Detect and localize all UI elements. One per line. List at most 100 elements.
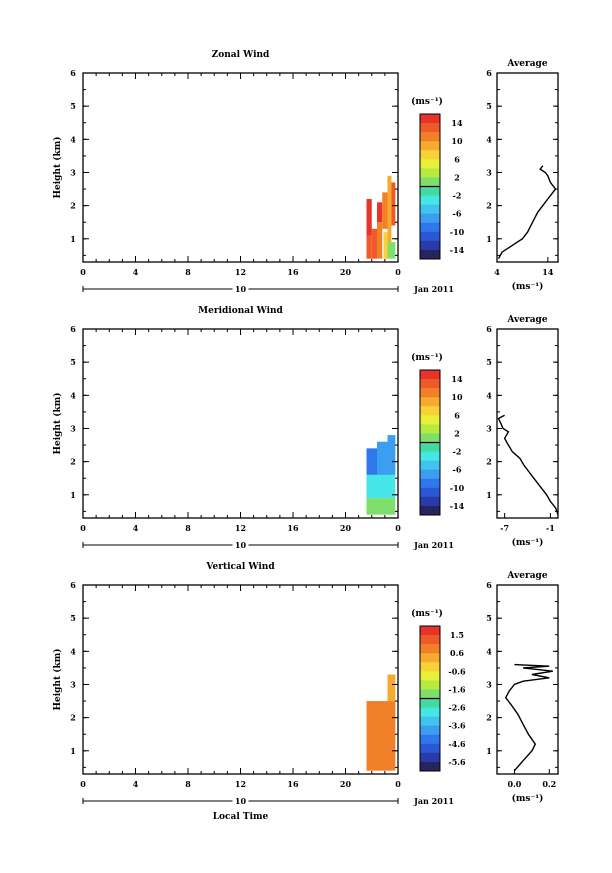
- colorbar-tick-label: -6: [453, 209, 462, 219]
- colorbar-segment: [420, 707, 440, 718]
- data-cell-1: [377, 441, 388, 479]
- colorbar-segment: [420, 451, 440, 462]
- avg-x-tick-label: -7: [500, 523, 509, 533]
- colorbar-unit: (ms⁻¹): [411, 96, 443, 107]
- data-cell-4: [366, 498, 396, 515]
- y-tick-label: 4: [70, 390, 76, 400]
- data-cell-2: [387, 435, 396, 475]
- x-tick-label: 0: [395, 267, 401, 277]
- colorbar-segment: [420, 415, 440, 425]
- date-label-bg: [232, 284, 249, 294]
- colorbar-segment: [420, 487, 440, 498]
- colorbar-segment: [420, 761, 440, 772]
- y-tick-label: 1: [70, 746, 76, 756]
- x-tick-label: 8: [185, 267, 191, 277]
- avg-x-tick-label: 4: [494, 267, 500, 277]
- x-tick-label: 16: [287, 779, 299, 789]
- y-tick-label: 5: [70, 101, 76, 111]
- panel-title: Zonal Wind: [212, 50, 270, 60]
- y-tick-label: 6: [70, 580, 76, 590]
- average-profile-line: [504, 663, 553, 772]
- y-tick-label: 1: [70, 490, 76, 500]
- x-tick-label: 20: [340, 779, 352, 789]
- colorbar-segment: [420, 505, 440, 516]
- colorbar-segment: [420, 213, 440, 224]
- colorbar-segment: [420, 644, 440, 654]
- x-tick-label: 4: [133, 267, 139, 277]
- y-tick-label: 4: [70, 134, 76, 144]
- y-tick-label: 5: [70, 613, 76, 623]
- colorbar-segment: [420, 406, 440, 416]
- x-tick-label: 8: [185, 523, 191, 533]
- y-tick-label: 3: [70, 679, 76, 689]
- colorbar-segment: [420, 424, 440, 434]
- colorbar-tick-label: -0.6: [448, 666, 466, 676]
- data-cell-4: [377, 202, 383, 223]
- colorbar-segment: [420, 141, 440, 151]
- avg-y-tick-label: 6: [486, 324, 492, 334]
- colorbar-tick-label: -3.6: [448, 721, 466, 731]
- colorbar-tick-label: -6: [453, 465, 462, 475]
- date-day-label: 10: [235, 540, 247, 550]
- colorbar-segment: [420, 626, 440, 636]
- avg-x-tick-label: 0.2: [542, 779, 556, 789]
- colorbar-segment: [420, 442, 440, 452]
- colorbar-segment: [420, 653, 440, 663]
- colorbar-tick-label: -14: [450, 501, 465, 511]
- x-tick-label: 8: [185, 779, 191, 789]
- y-tick-label: 5: [70, 357, 76, 367]
- x-tick-label: 12: [235, 523, 246, 533]
- colorbar-tick-label: 14: [451, 118, 463, 128]
- colorbar-segment: [420, 635, 440, 645]
- avg-y-tick-label: 4: [486, 646, 492, 656]
- colorbar-tick-label: -5.6: [448, 757, 466, 767]
- colorbar-segment: [420, 388, 440, 398]
- colorbar-tick-label: -10: [450, 483, 465, 493]
- colorbar-segment: [420, 249, 440, 260]
- colorbar-segment: [420, 195, 440, 206]
- x-tick-label: 4: [133, 523, 139, 533]
- y-axis-label: Height (km): [52, 392, 63, 454]
- colorbar-tick-label: 6: [454, 154, 460, 164]
- average-x-label: (ms⁻¹): [512, 281, 544, 292]
- colorbar-segment: [420, 689, 440, 699]
- colorbar-segment: [420, 177, 440, 187]
- average-profile-line: [497, 414, 559, 515]
- x-tick-label: 16: [287, 267, 299, 277]
- data-cell-3: [366, 474, 396, 499]
- x-tick-label: 4: [133, 779, 139, 789]
- data-cell-1: [371, 228, 377, 259]
- date-label-bg: [232, 540, 249, 550]
- date-month-label: Jan 2011: [413, 284, 454, 294]
- average-frame: [496, 328, 559, 519]
- average-x-label: (ms⁻¹): [512, 793, 544, 804]
- avg-y-tick-label: 5: [486, 101, 492, 111]
- data-cell-2: [377, 222, 383, 259]
- avg-y-tick-label: 6: [486, 580, 492, 590]
- y-tick-label: 1: [70, 234, 76, 244]
- y-tick-label: 2: [70, 457, 76, 467]
- avg-y-tick-label: 3: [486, 167, 492, 177]
- plot-frame: [82, 584, 399, 775]
- colorbar-segment: [420, 168, 440, 178]
- y-tick-label: 4: [70, 646, 76, 656]
- avg-x-tick-label: 0.0: [507, 779, 521, 789]
- x-tick-label: 0: [80, 779, 86, 789]
- avg-y-tick-label: 4: [486, 134, 492, 144]
- y-tick-label: 6: [70, 68, 76, 78]
- avg-y-tick-label: 5: [486, 357, 492, 367]
- average-frame: [496, 584, 559, 775]
- data-cell-7: [391, 182, 396, 226]
- avg-y-tick-label: 2: [486, 457, 492, 467]
- average-title: Average: [506, 315, 547, 325]
- colorbar-segment: [420, 222, 440, 233]
- y-axis-label: Height (km): [52, 136, 63, 198]
- y-tick-label: 3: [70, 167, 76, 177]
- date-day-label: 10: [235, 796, 247, 806]
- date-label-bg: [232, 796, 249, 806]
- colorbar-segment: [420, 460, 440, 471]
